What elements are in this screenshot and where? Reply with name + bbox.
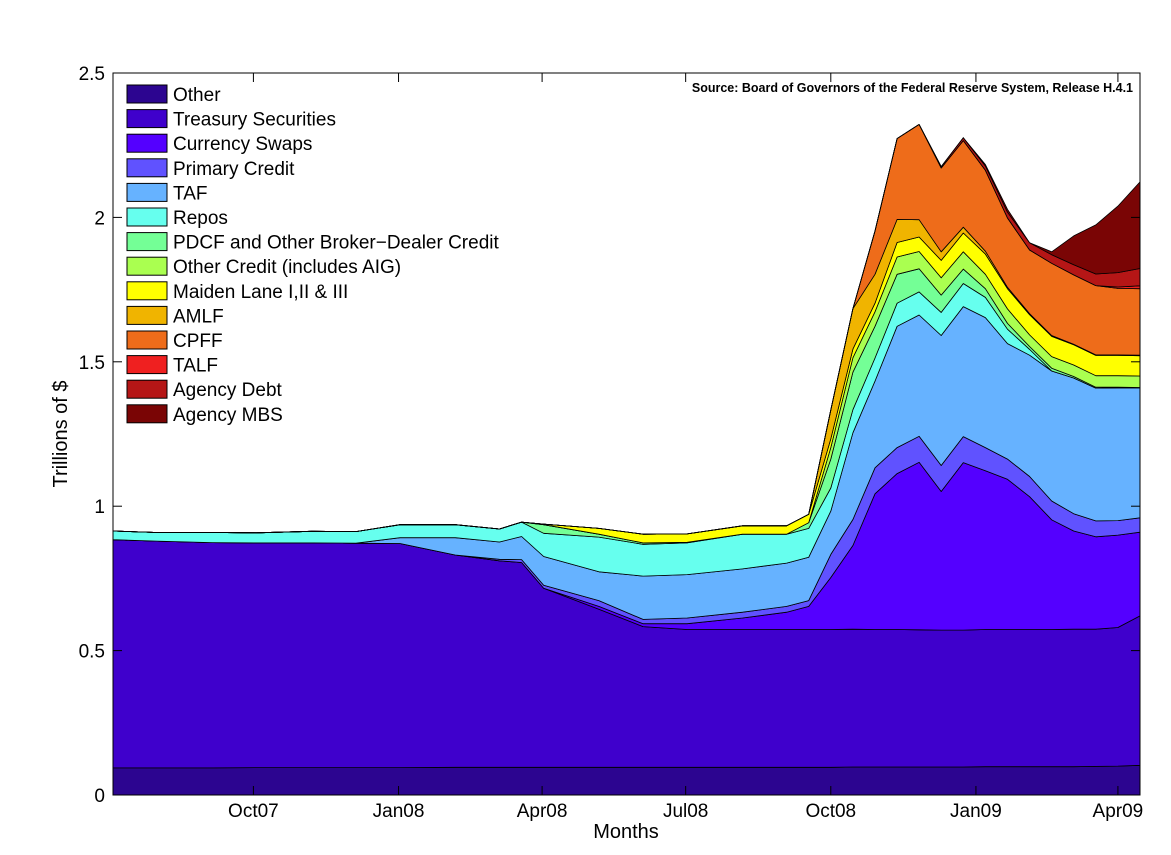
legend-label: TAF bbox=[173, 183, 207, 204]
legend-swatch bbox=[126, 182, 168, 202]
legend-swatch bbox=[126, 355, 168, 375]
series-areas bbox=[112, 124, 1141, 796]
legend-swatch bbox=[126, 232, 168, 252]
x-tick-label: Oct08 bbox=[805, 801, 856, 822]
legend-label: Primary Credit bbox=[173, 159, 295, 180]
x-tick-label: Apr08 bbox=[517, 801, 568, 822]
x-tick-label: Jan08 bbox=[373, 801, 425, 822]
legend-label: PDCF and Other Broker−Dealer Credit bbox=[173, 233, 499, 254]
legend-swatch bbox=[126, 404, 168, 424]
legend-swatch bbox=[126, 109, 168, 129]
legend-label: Maiden Lane I,II & III bbox=[173, 282, 348, 303]
legend-label: AMLF bbox=[173, 306, 224, 327]
source-note: Source: Board of Governors of the Federa… bbox=[692, 81, 1133, 95]
y-tick-label: 1.5 bbox=[79, 353, 105, 374]
legend-swatch bbox=[126, 133, 168, 153]
legend-label: Other Credit (includes AIG) bbox=[173, 257, 401, 278]
y-tick-label: 1 bbox=[94, 497, 105, 518]
legend-label: TALF bbox=[173, 356, 218, 377]
legend-swatch bbox=[126, 207, 168, 227]
legend: Other Treasury Securities Currency Swaps Pr… bbox=[126, 84, 499, 426]
legend-label: Currency Swaps bbox=[173, 134, 312, 155]
legend-swatch bbox=[126, 256, 168, 276]
legend-label: Repos bbox=[173, 208, 228, 229]
y-tick-label: 0.5 bbox=[79, 642, 105, 663]
x-axis-label: Months bbox=[593, 821, 659, 843]
legend-label: Agency MBS bbox=[173, 405, 283, 426]
legend-swatch bbox=[126, 158, 168, 178]
y-tick-label: 0 bbox=[94, 786, 105, 807]
legend-label: Other bbox=[173, 85, 221, 106]
legend-label: Treasury Securities bbox=[173, 110, 336, 131]
legend-swatch bbox=[126, 305, 168, 325]
plot-frame bbox=[112, 72, 1141, 796]
area-series-0 bbox=[112, 764, 1141, 796]
x-tick-label: Oct07 bbox=[228, 801, 279, 822]
y-tick-label: 2.5 bbox=[79, 64, 105, 85]
legend-swatch bbox=[126, 379, 168, 399]
legend-swatch bbox=[126, 330, 168, 350]
legend-label: CPFF bbox=[173, 331, 223, 352]
x-tick-label: Jul08 bbox=[663, 801, 708, 822]
legend-swatch bbox=[126, 281, 168, 301]
x-tick-label: Apr09 bbox=[1093, 801, 1144, 822]
x-tick-label: Jan09 bbox=[950, 801, 1002, 822]
y-axis-label: Trillions of $ bbox=[50, 380, 72, 487]
legend-swatch bbox=[126, 84, 168, 104]
x-axis-ticks: Oct07 Jan08 Apr08 Jul08 Oct08 Jan09 Apr09 bbox=[228, 73, 1143, 822]
y-axis-ticks: 0 0.5 1 1.5 2 2.5 bbox=[79, 64, 1140, 807]
y-tick-label: 2 bbox=[94, 208, 105, 229]
legend-label: Agency Debt bbox=[173, 380, 283, 401]
